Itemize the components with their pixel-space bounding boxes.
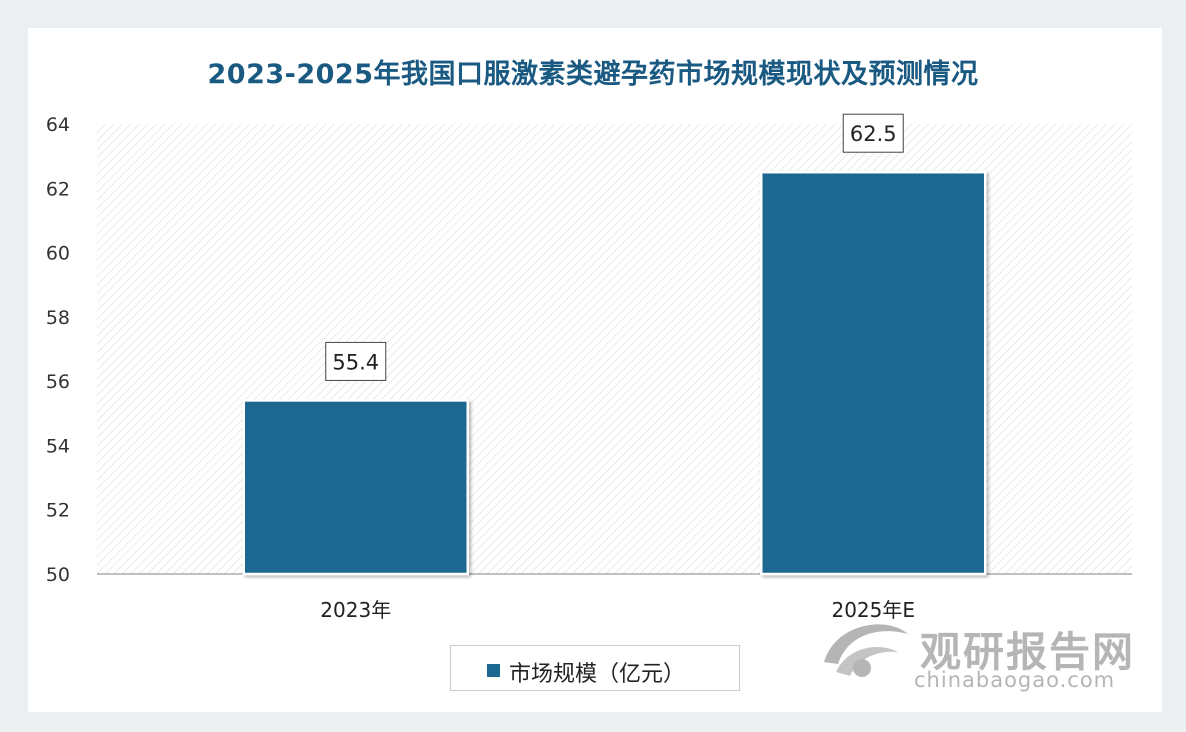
data-label: 55.4: [332, 350, 379, 374]
y-tick-label: 60: [46, 243, 70, 265]
bar: [242, 399, 469, 576]
y-tick-label: 64: [46, 114, 70, 136]
y-tick-label: 62: [46, 178, 70, 200]
legend: 市场规模（亿元）: [450, 645, 740, 691]
bar: [760, 170, 987, 576]
chart-title: 2023-2025年我国口服激素类避孕药市场规模现状及预测情况: [207, 59, 979, 90]
watermark-logo-icon: [824, 624, 908, 677]
y-tick-label: 52: [46, 500, 70, 522]
legend-swatch: [487, 664, 500, 677]
data-label: 62.5: [850, 122, 897, 146]
y-tick-label: 56: [46, 371, 70, 393]
data-label-box: [325, 341, 387, 381]
y-tick-label: 58: [46, 307, 70, 329]
watermark: 观研报告网 chinabaogao.com: [818, 612, 1148, 692]
data-label-box: [842, 113, 904, 153]
y-tick-label: 50: [46, 564, 70, 586]
legend-label: 市场规模（亿元）: [509, 662, 686, 687]
x-tick-label: 2023年: [320, 598, 391, 622]
y-axis: 50 52 54 56 58 60 62 64: [46, 114, 70, 586]
bars: 55.4 62.5: [242, 113, 987, 576]
watermark-url: chinabaogao.com: [914, 668, 1116, 692]
y-tick-label: 54: [46, 435, 70, 457]
x-axis: 2023年 2025年E: [320, 598, 915, 622]
x-tick-label: 2025年E: [831, 598, 915, 622]
watermark-name: 观研报告网: [920, 628, 1135, 676]
